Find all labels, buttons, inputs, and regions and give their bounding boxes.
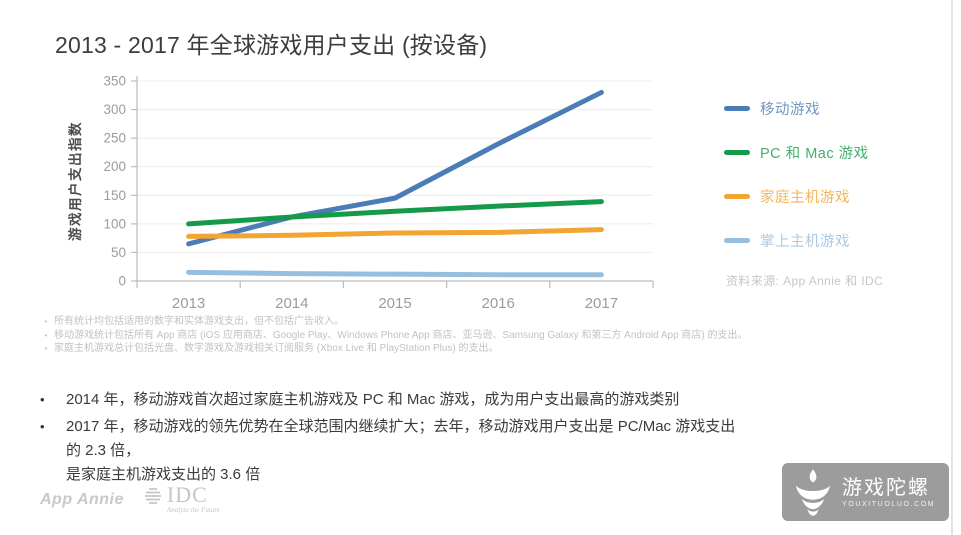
bullet-icon: • <box>44 330 48 340</box>
footnote-text: 家庭主机游戏总计包括光盘、数字游戏及游戏相关订阅服务 (Xbox Live 和 … <box>54 343 499 354</box>
svg-text:350: 350 <box>103 74 126 89</box>
key-point-item: • 2014 年，移动游戏首次超过家庭主机游戏及 PC 和 Mac 游戏，成为用户… <box>40 388 750 412</box>
svg-text:0: 0 <box>118 274 126 289</box>
svg-text:2015: 2015 <box>378 295 411 312</box>
y-axis-title: 游戏用户支出指数 <box>68 121 83 241</box>
watermark-name: 游戏陀螺 <box>842 476 930 499</box>
footnote-text: 所有统计均包括适用的数字和实体游戏支出，但不包括广告收入。 <box>54 316 344 327</box>
bullet-icon: • <box>44 344 48 353</box>
legend-label: PC 和 Mac 游戏 <box>760 145 869 162</box>
bullet-icon: • <box>44 317 48 326</box>
bullet-icon: • <box>40 419 45 434</box>
legend-item-2: PC 和 Mac 游戏 <box>724 143 869 162</box>
partner-logos: App Annie IDC Analyze the Future <box>40 482 220 515</box>
idc-globe-icon <box>144 488 161 504</box>
app-annie-logo: App Annie <box>40 490 124 508</box>
page-title: 2013 - 2017 年全球游戏用户支出 (按设备) <box>55 32 488 58</box>
footnote-text: 移动游戏统计包括所有 App 商店 (iOS 应用商店、Google Play、… <box>54 329 748 341</box>
legend-item-3: 家庭主机游戏 <box>724 187 869 206</box>
svg-text:50: 50 <box>111 245 126 260</box>
footnote-item: • 所有统计均包括适用的数字和实体游戏支出，但不包括广告收入。 <box>38 315 938 329</box>
page-edge-divider <box>951 0 953 535</box>
svg-text:2013: 2013 <box>172 295 205 312</box>
svg-text:2017: 2017 <box>585 295 618 312</box>
legend-label: 移动游戏 <box>760 101 820 118</box>
idc-logo-text: IDC <box>166 482 208 507</box>
legend-swatch <box>724 193 750 199</box>
key-point-item: • 2017 年，移动游戏的领先优势在全球范围内继续扩大；去年，移动游戏用户支出是… <box>40 415 750 487</box>
source-note: 资料来源: App Annie 和 IDC <box>726 274 884 288</box>
svg-text:150: 150 <box>103 188 126 203</box>
svg-text:100: 100 <box>103 216 126 231</box>
legend-swatch <box>724 105 750 111</box>
legend-label: 掌上主机游戏 <box>760 233 850 250</box>
watermark-badge: 游戏陀螺 YOUXITUOLUO.COM <box>782 463 949 521</box>
legend-item-1: 移动游戏 <box>724 99 869 118</box>
key-points: • 2014 年，移动游戏首次超过家庭主机游戏及 PC 和 Mac 游戏，成为用户… <box>40 388 750 490</box>
svg-text:200: 200 <box>103 159 126 174</box>
legend-swatch <box>724 149 750 155</box>
bullet-icon: • <box>40 392 45 407</box>
svg-text:300: 300 <box>103 102 126 117</box>
idc-logo: IDC Analyze the Future <box>144 482 220 514</box>
svg-text:250: 250 <box>103 131 126 146</box>
chart-canvas: 0 50 100 150 200 250 300 350 2013 2014 2015 2016 201… <box>103 74 654 312</box>
spinning-top-icon <box>795 469 831 516</box>
key-point-text: 2014 年，移动游戏首次超过家庭主机游戏及 PC 和 Mac 游戏，成为用户支… <box>66 391 680 408</box>
idc-tagline: Analyze the Future <box>166 506 220 514</box>
legend-swatch <box>724 237 750 243</box>
chart-legend: 移动游戏 PC 和 Mac 游戏 家庭主机游戏 掌上主机游戏 <box>724 99 869 275</box>
svg-text:2016: 2016 <box>482 295 515 312</box>
footnotes: • 所有统计均包括适用的数字和实体游戏支出，但不包括广告收入。 • 移动游戏统计包括所… <box>38 315 938 356</box>
legend-label: 家庭主机游戏 <box>760 189 850 206</box>
svg-text:2014: 2014 <box>275 295 308 312</box>
watermark-domain: YOUXITUOLUO.COM <box>842 500 936 508</box>
key-point-text: 2017 年，移动游戏的领先优势在全球范围内继续扩大；去年，移动游戏用户支出是 … <box>66 418 736 483</box>
footnote-item: • 移动游戏统计包括所有 App 商店 (iOS 应用商店、Google Play… <box>38 329 938 343</box>
legend-item-4: 掌上主机游戏 <box>724 231 869 250</box>
footnote-item: • 家庭主机游戏总计包括光盘、数字游戏及游戏相关订阅服务 (Xbox Live 和… <box>38 342 938 356</box>
